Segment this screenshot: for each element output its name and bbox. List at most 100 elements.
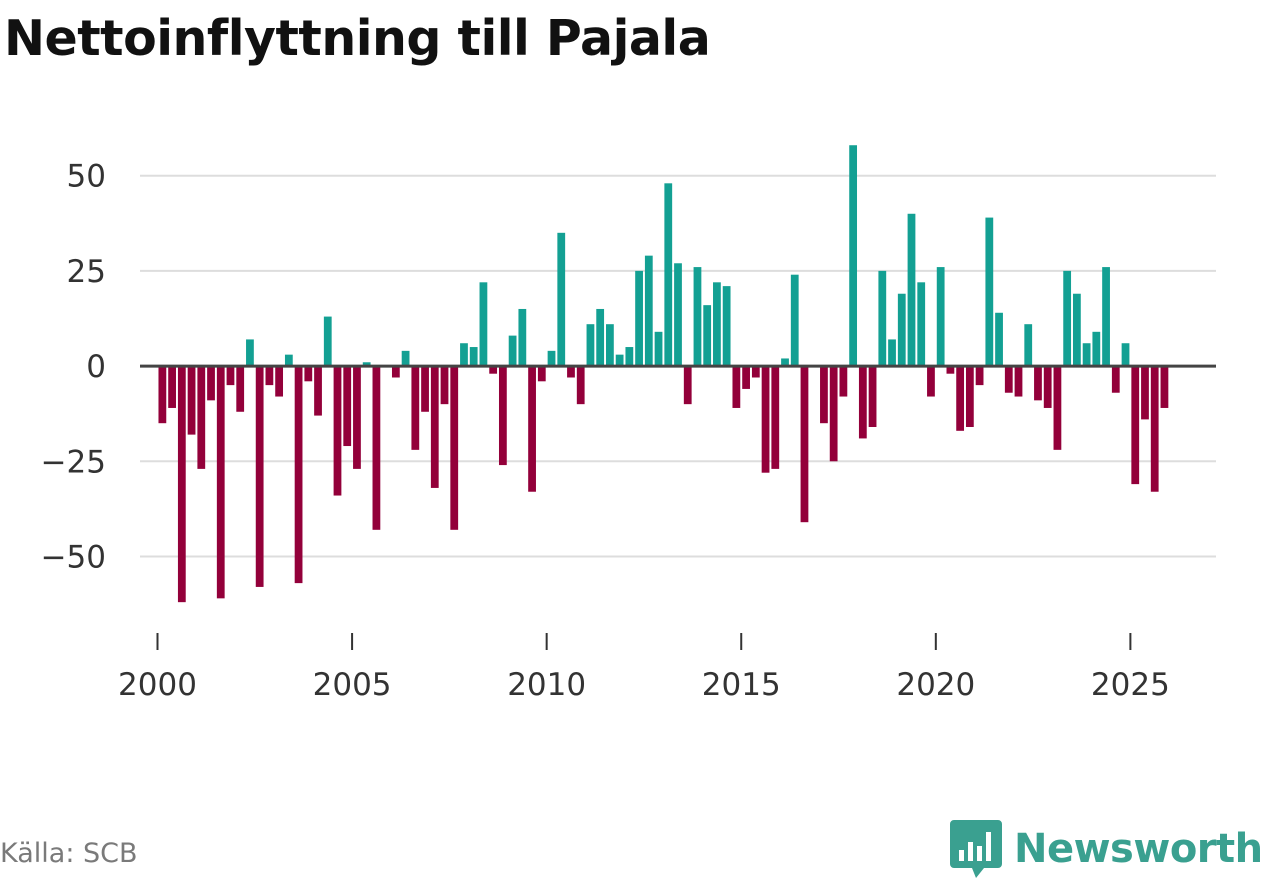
bar [907, 213, 916, 367]
bar [216, 366, 225, 599]
newsworthy-logo: Newsworthy [950, 818, 1262, 880]
x-tick-label: 2025 [1091, 667, 1170, 703]
bar [732, 366, 741, 408]
bar [284, 354, 293, 367]
bar [917, 282, 926, 367]
bar [615, 354, 624, 367]
newsworthy-logo-icon [950, 820, 1002, 878]
bar [878, 270, 887, 367]
bar [323, 316, 332, 367]
bar [547, 350, 556, 367]
x-axis: 2000 2005 2010 2015 2020 2025 [118, 633, 1170, 703]
bar [353, 366, 361, 469]
y-tick-label: 25 [67, 254, 106, 290]
bar [314, 366, 322, 416]
bar [1024, 324, 1033, 367]
bar [498, 366, 507, 466]
chart-title: Nettoinflyttning till Pajala [4, 10, 711, 67]
bar [936, 267, 945, 367]
bar [421, 366, 429, 412]
bar [518, 308, 527, 367]
bar [567, 366, 575, 378]
bar [1141, 366, 1149, 420]
bar [693, 267, 702, 367]
bar [450, 366, 459, 530]
bar [1063, 270, 1072, 367]
bar [440, 366, 449, 405]
bar [255, 366, 264, 587]
bar [946, 366, 955, 374]
bar [829, 366, 838, 462]
bar [751, 366, 760, 378]
bar [333, 366, 342, 496]
bar [664, 183, 673, 367]
bar [761, 366, 770, 473]
bar [1131, 366, 1140, 485]
bar [790, 274, 799, 367]
bar [1102, 267, 1110, 367]
bar [868, 366, 877, 427]
x-tick-label: 2015 [702, 667, 781, 703]
bar [343, 366, 352, 447]
bar [956, 366, 965, 431]
bar [858, 366, 867, 439]
source-label: Källa: SCB [0, 838, 138, 869]
bar [995, 312, 1003, 367]
bar [265, 366, 274, 386]
bar [1072, 293, 1081, 367]
bar [294, 366, 303, 584]
bar [430, 366, 439, 488]
bar [508, 335, 517, 367]
bar [411, 366, 420, 450]
bar [713, 282, 721, 367]
bar [576, 366, 585, 405]
y-tick-label: −25 [41, 444, 106, 480]
bar [1034, 366, 1042, 401]
bar [635, 270, 643, 367]
x-tick-label: 2020 [896, 667, 975, 703]
y-axis: 50 25 0 −25 −50 [41, 159, 106, 576]
y-tick-label: −50 [41, 539, 106, 575]
bar [158, 366, 167, 424]
bar [460, 343, 468, 367]
bar [187, 366, 196, 435]
bars [158, 145, 1169, 603]
bar [674, 263, 682, 367]
bar [469, 347, 478, 367]
bar [177, 366, 186, 603]
bar [985, 217, 994, 367]
bar [372, 366, 381, 530]
bar [975, 366, 984, 386]
bar [401, 350, 410, 367]
bar [304, 366, 313, 382]
bar [226, 366, 235, 386]
x-tick-label: 2010 [507, 667, 586, 703]
bar [557, 232, 566, 367]
bar [1160, 366, 1169, 408]
bar [391, 366, 400, 378]
bar [800, 366, 809, 523]
bar [596, 308, 605, 367]
bar [479, 282, 488, 367]
bar [236, 366, 245, 412]
bar [654, 331, 663, 367]
bar [246, 339, 254, 367]
bar [683, 366, 692, 405]
bar [742, 366, 750, 389]
bar [1053, 366, 1062, 450]
bar [606, 324, 614, 367]
bar [1111, 366, 1120, 393]
bar [722, 286, 731, 367]
bar [362, 362, 371, 367]
bar [528, 366, 536, 492]
bar [839, 366, 848, 397]
bar [275, 366, 284, 397]
bar [781, 358, 789, 367]
bar [897, 293, 906, 367]
bar [771, 366, 780, 469]
bar [1014, 366, 1023, 397]
bar [1092, 331, 1101, 367]
bar [168, 366, 176, 408]
bar [489, 366, 498, 374]
